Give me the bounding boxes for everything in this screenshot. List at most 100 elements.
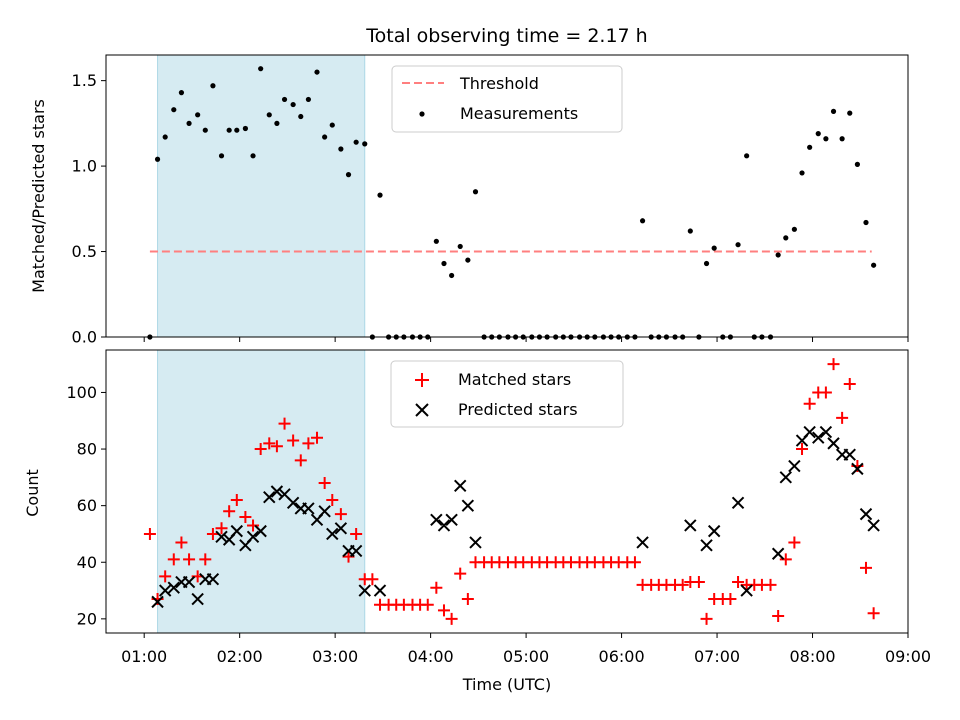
matched-stars-point: [867, 607, 880, 620]
predicted-stars-point: [230, 524, 244, 538]
predicted-stars-point: [707, 524, 721, 538]
x-axis-label: Time (UTC): [462, 675, 551, 694]
matched-stars-point: [230, 493, 243, 506]
top-y-tick-label: 0.5: [72, 242, 97, 261]
matched-stars-point: [836, 411, 849, 424]
measurement-point: [433, 238, 439, 244]
bottom-y-ticks: 20 40 60 80 100: [66, 383, 106, 628]
predicted-stars-point: [740, 584, 753, 597]
measurement-point: [195, 112, 201, 118]
matched-stars-point: [287, 434, 300, 447]
matched-stars-point: [430, 581, 443, 594]
predicted-stars-point: [819, 425, 833, 439]
measurement-point: [830, 108, 837, 114]
matched-stars-point: [326, 493, 339, 506]
measurement-point: [154, 156, 161, 162]
predicted-stars-point: [731, 496, 745, 510]
x-tick-label: 05:00: [503, 647, 549, 666]
matched-stars-point: [437, 604, 450, 617]
predicted-stars-point: [803, 425, 816, 439]
measurement-point: [210, 83, 216, 89]
bottom-y-tick-label: 40: [77, 553, 97, 572]
matched-stars-point: [732, 576, 745, 589]
measurement-point: [314, 69, 320, 75]
matched-stars-point: [183, 553, 196, 566]
matched-stars-point: [454, 567, 467, 580]
predicted-stars-point: [827, 437, 840, 450]
matched-stars-point: [254, 443, 267, 456]
matched-stars-point: [199, 553, 212, 566]
measurement-point: [362, 141, 368, 147]
bottom-y-tick-label: 20: [77, 609, 97, 628]
matched-stars-point: [628, 556, 641, 569]
top-y-tick-label: 0.0: [72, 328, 97, 347]
measurement-point: [178, 90, 185, 96]
top-legend: Threshold Measurements: [391, 65, 623, 133]
measurement-point: [274, 120, 280, 126]
bottom-x-ticks: 01:00 02:00 03:00 04:00 05:00 06:00 07:00 08:00…: [121, 633, 931, 666]
predicted-stars-point: [318, 505, 331, 518]
measurement-point: [847, 110, 853, 116]
measurement-point: [281, 96, 288, 103]
predicted-stars-point: [445, 513, 458, 527]
x-tick-label: 09:00: [885, 647, 931, 666]
top-shaded-region: [157, 54, 366, 338]
matched-stars-point: [803, 397, 816, 410]
matched-stars-point: [779, 553, 792, 566]
measurement-point: [186, 120, 192, 126]
measurement-point: [472, 189, 479, 195]
measurement-point: [871, 262, 877, 268]
measurement-point: [823, 136, 829, 142]
predicted-stars-point: [461, 499, 475, 512]
predicted-stars-point: [373, 584, 387, 597]
x-tick-label: 02:00: [217, 647, 263, 666]
matched-stars-point: [819, 386, 832, 399]
predicted-stars-point: [215, 530, 228, 543]
measurement-point: [744, 153, 750, 159]
matched-stars-point: [294, 454, 307, 467]
matched-stars-point: [175, 536, 188, 549]
measurement-point: [234, 127, 240, 133]
legend-predicted-swatch: [415, 403, 429, 417]
measurement-point: [711, 245, 717, 251]
predicted-stars-point: [684, 519, 697, 532]
matched-stars-point: [445, 612, 458, 625]
predicted-stars-point: [700, 539, 713, 552]
measurement-point: [226, 127, 232, 133]
measurement-point: [791, 226, 797, 232]
bottom-legend-box: [390, 360, 624, 428]
legend-measurements-swatch: [419, 111, 425, 117]
matched-stars-point: [859, 561, 872, 574]
predicted-stars-point: [812, 431, 825, 444]
measurement-point: [345, 172, 352, 178]
measurement-point: [854, 161, 860, 167]
measurement-point: [338, 146, 344, 152]
matched-stars-point: [366, 573, 379, 586]
predicted-stars-point: [246, 530, 260, 543]
bottom-y-tick-label: 60: [77, 496, 97, 515]
matched-stars-point: [334, 508, 347, 521]
predicted-stars-point: [326, 527, 339, 541]
predicted-stars-point: [859, 507, 873, 521]
measurement-point: [465, 257, 471, 263]
matched-stars-point: [676, 578, 689, 591]
matched-stars-point: [223, 505, 236, 518]
predicted-stars-point: [334, 522, 348, 535]
top-legend-box: [391, 65, 623, 133]
measurement-point: [377, 192, 383, 198]
predicted-stars-point: [254, 524, 267, 538]
matched-stars-point: [302, 437, 315, 450]
top-y-ticks: 0.0 0.5 1.0 1.5: [72, 71, 106, 347]
predicted-stars-point: [270, 485, 284, 498]
x-tick-label: 08:00: [789, 647, 835, 666]
measurement-point: [839, 136, 845, 142]
predicted-stars-point: [430, 513, 443, 527]
predicted-stars-point: [286, 496, 300, 510]
measurement-point: [298, 113, 304, 120]
matched-stars-point: [311, 431, 324, 444]
top-x-ticks: [143, 337, 909, 342]
x-tick-label: 03:00: [312, 647, 358, 666]
predicted-stars-point: [182, 575, 196, 589]
measurement-point: [290, 101, 296, 108]
